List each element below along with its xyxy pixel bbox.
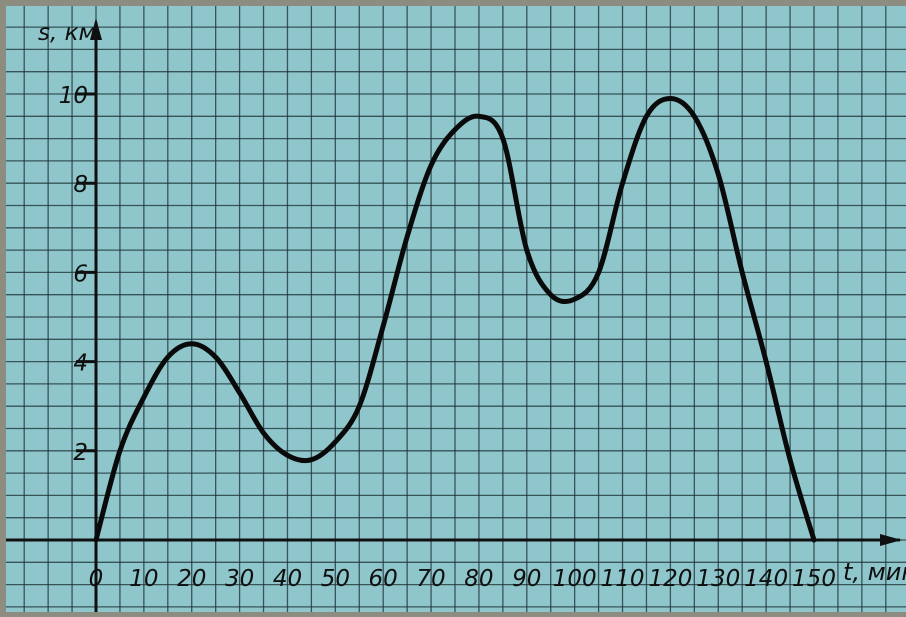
axes xyxy=(6,18,902,612)
x-axis-arrow xyxy=(880,534,902,546)
x-tick-label: 60 xyxy=(369,566,398,592)
y-axis-label: s, км xyxy=(38,20,96,46)
y-tick-label: 4 xyxy=(73,351,88,377)
x-tick-label: 0 xyxy=(89,566,104,592)
curve-layer xyxy=(93,95,817,543)
x-tick-label: 120 xyxy=(648,566,692,592)
x-tick-label: 40 xyxy=(273,566,302,592)
graph-paper xyxy=(6,6,906,612)
x-tick-label: 70 xyxy=(416,566,445,592)
labels: s, км t, мин 0 10 20 30 40 50 60 70 80 90 10011012… xyxy=(38,20,906,592)
y-axis-arrow xyxy=(90,18,102,40)
x-axis-label: t, мин xyxy=(843,558,906,586)
x-tick-label: 100 xyxy=(553,566,597,592)
x-tick-label: 10 xyxy=(129,566,158,592)
x-tick-label: 20 xyxy=(177,566,206,592)
x-tick-label: 80 xyxy=(464,566,493,592)
y-tick-label: 8 xyxy=(73,172,88,198)
y-tick-label: 2 xyxy=(73,440,88,466)
grid xyxy=(6,6,906,612)
distance-curve xyxy=(93,95,817,543)
x-tick-label: 30 xyxy=(225,566,254,592)
x-tick-label: 150 xyxy=(792,566,836,592)
x-tick-label: 90 xyxy=(512,566,541,592)
y-tick-label: 10 xyxy=(59,83,88,109)
x-tick-label: 110 xyxy=(601,566,645,592)
x-tick-label: 130 xyxy=(696,566,740,592)
y-tick-label: 6 xyxy=(73,261,88,287)
x-tick-label: 140 xyxy=(744,566,788,592)
x-tick-label: 50 xyxy=(321,566,350,592)
